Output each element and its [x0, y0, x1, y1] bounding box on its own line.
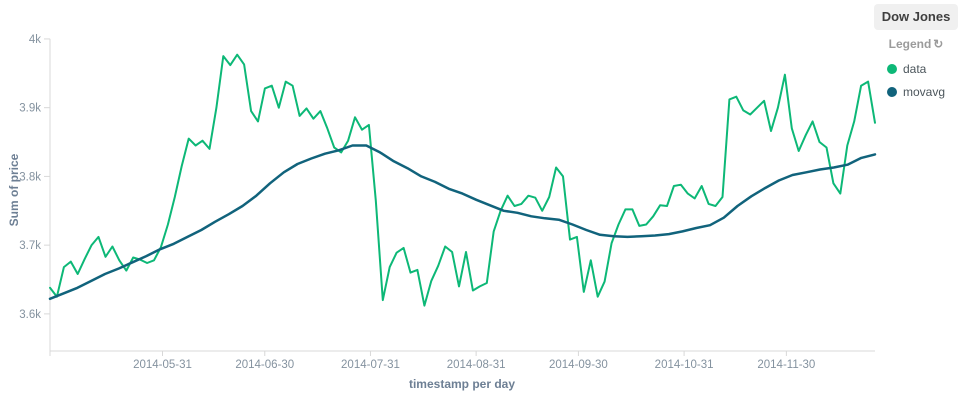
x-tick-label: 2014-06-30: [235, 359, 294, 371]
x-tick-label: 2014-09-30: [549, 359, 608, 371]
x-tick-label: 2014-11-30: [757, 359, 815, 371]
series-movavg-color-dot: [887, 86, 897, 97]
legend-panel: Dow Jones Legend ↻ data movavg: [874, 4, 958, 103]
series-data-color-dot: [887, 63, 897, 74]
legend-item-label: movavg: [903, 84, 946, 99]
x-tick-label: 2014-05-31: [133, 359, 192, 371]
y-tick-label: 3.8k: [19, 171, 41, 183]
series-line-data[interactable]: [49, 53, 876, 307]
legend-item-label: data: [903, 61, 927, 76]
y-tick-label: 4k: [29, 34, 41, 46]
x-tick-label: 2014-08-31: [447, 359, 506, 371]
legend-label: Legend: [888, 37, 932, 51]
y-axis-title: Sum of price: [7, 153, 21, 227]
x-tick-label: 2014-07-31: [341, 359, 400, 371]
circle-arrow-icon: ↻: [933, 37, 944, 51]
x-axis-title: timestamp per day: [408, 377, 516, 391]
y-tick-label: 3.6k: [19, 309, 41, 321]
legend-item-data[interactable]: data: [887, 57, 958, 80]
x-tick-label: 2014-10-31: [655, 359, 714, 371]
legend-list: data movavg: [874, 57, 958, 103]
chart-title: Dow Jones: [874, 4, 958, 30]
y-tick-label: 3.7k: [19, 240, 41, 252]
legend-toggle[interactable]: Legend ↻: [874, 37, 958, 51]
legend-item-movavg[interactable]: movavg: [887, 80, 958, 103]
y-tick-label: 3.9k: [19, 103, 41, 115]
series-line-movavg[interactable]: [48, 144, 877, 301]
